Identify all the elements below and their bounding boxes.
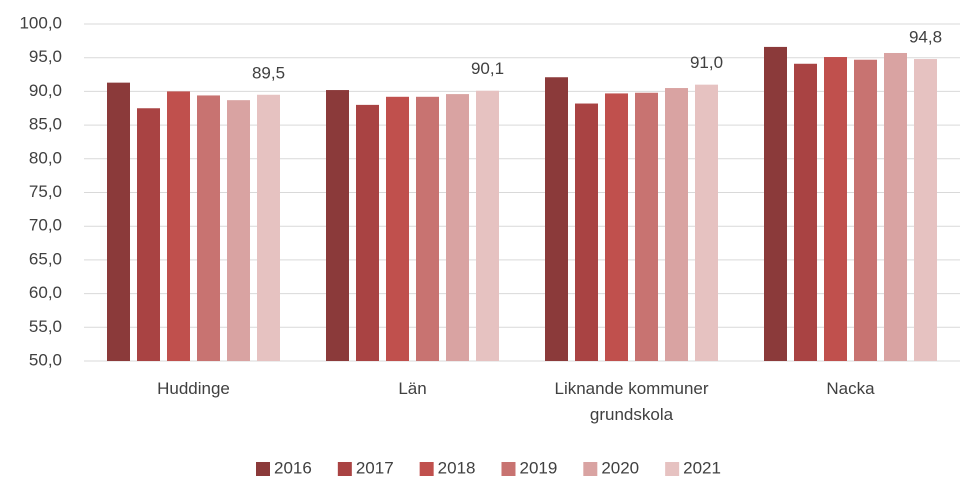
y-tick-label: 80,0 xyxy=(29,148,62,167)
data-label: 91,0 xyxy=(690,53,723,72)
x-tick-label: Liknande kommuner grundskola xyxy=(554,379,709,424)
bar xyxy=(416,96,439,362)
legend-label: 2021 xyxy=(683,458,721,477)
bar xyxy=(356,104,379,361)
x-tick-label: Län xyxy=(398,379,427,398)
bar xyxy=(545,77,568,361)
data-label: 94,8 xyxy=(909,28,942,47)
y-tick-label: 55,0 xyxy=(29,317,62,336)
bar xyxy=(476,90,499,361)
bar xyxy=(386,96,409,362)
y-tick-label: 100,0 xyxy=(19,13,62,32)
bar xyxy=(326,90,349,361)
bar xyxy=(764,46,787,361)
legend-swatch xyxy=(583,462,598,476)
legend-label: 2017 xyxy=(356,458,394,477)
legend-label: 2018 xyxy=(438,458,476,477)
y-tick-label: 60,0 xyxy=(29,283,62,302)
legend-swatch xyxy=(419,462,434,476)
legend-swatch xyxy=(337,462,352,476)
bar xyxy=(605,93,628,361)
bar xyxy=(914,59,937,361)
x-tick-label: Huddinge xyxy=(157,379,230,398)
bar xyxy=(635,92,658,362)
bar xyxy=(695,84,718,361)
bar xyxy=(575,103,598,362)
bar xyxy=(446,94,469,361)
bar xyxy=(227,100,250,362)
data-label: 89,5 xyxy=(252,63,285,82)
legend-label: 2016 xyxy=(274,458,312,477)
legend-swatch xyxy=(256,462,270,476)
bar xyxy=(794,63,817,362)
y-tick-label: 70,0 xyxy=(29,216,62,235)
bar xyxy=(824,57,847,361)
bar xyxy=(665,88,688,361)
legend-label: 2019 xyxy=(519,458,557,477)
bar xyxy=(197,95,220,361)
y-tick-label: 85,0 xyxy=(29,115,62,134)
bar xyxy=(257,94,280,362)
legend-swatch xyxy=(665,462,680,476)
y-tick-label: 90,0 xyxy=(29,81,62,100)
y-tick-label: 50,0 xyxy=(29,350,62,369)
y-tick-label: 65,0 xyxy=(29,249,62,268)
bar xyxy=(884,52,907,362)
data-label: 90,1 xyxy=(471,59,504,78)
x-tick-label: Nacka xyxy=(826,379,875,398)
y-tick-label: 75,0 xyxy=(29,182,62,201)
bar xyxy=(167,91,190,362)
bar xyxy=(137,108,160,361)
legend-swatch xyxy=(501,462,516,476)
bar xyxy=(854,59,877,362)
y-tick-label: 95,0 xyxy=(29,47,62,66)
bar xyxy=(107,82,130,361)
legend-label: 2020 xyxy=(601,458,639,477)
